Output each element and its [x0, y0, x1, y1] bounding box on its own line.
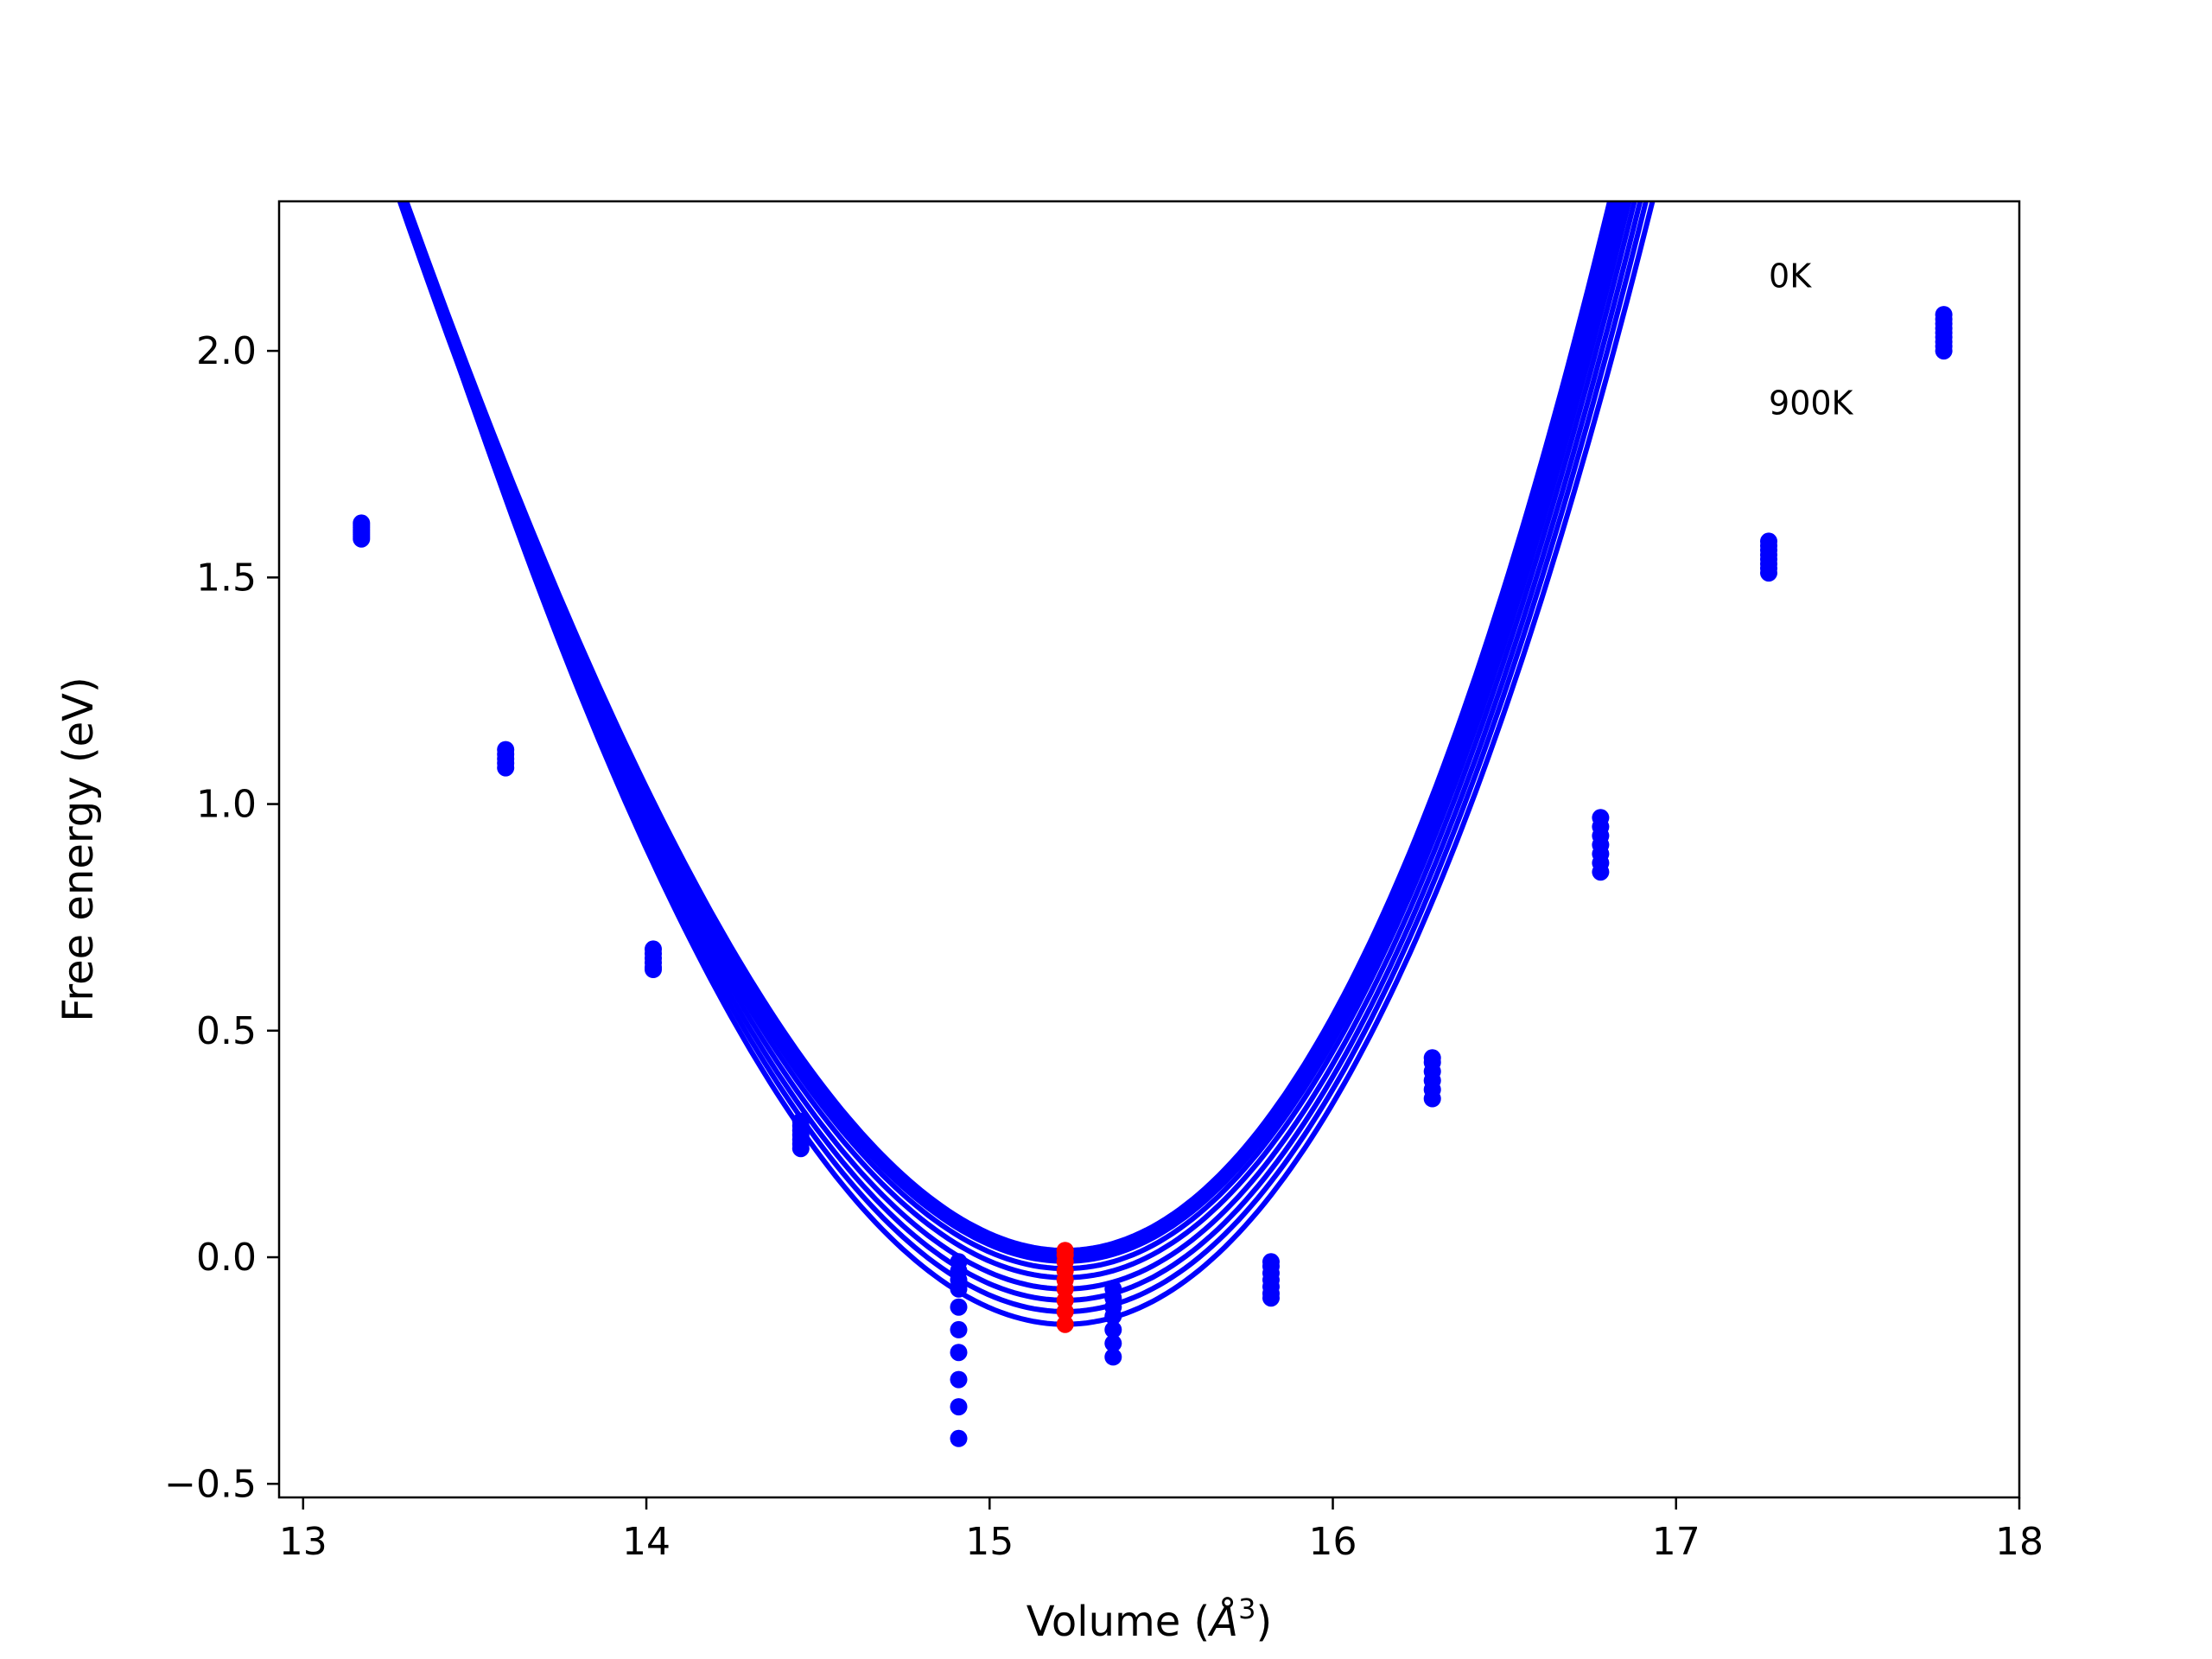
- x-tick-label-1: 14: [622, 1520, 671, 1564]
- axes-border: [277, 200, 2021, 1499]
- data-point-4-4: [950, 1298, 968, 1316]
- data-point-7-5: [1423, 1090, 1441, 1108]
- y-tick-label-3: 1.0: [196, 783, 257, 827]
- y-tick-label-0: −0.5: [164, 1462, 257, 1506]
- y-tick-label-2: 0.5: [196, 1009, 257, 1053]
- data-point-4-6: [950, 1344, 968, 1362]
- x-axis-label-superscript: 3: [1238, 1592, 1255, 1625]
- data-point-2-5: [645, 961, 662, 978]
- x-tick-label-3: 16: [1309, 1520, 1357, 1564]
- data-point-4-3: [950, 1280, 968, 1298]
- minimum-point-8: [1056, 1315, 1074, 1333]
- fit-curve-8: [397, 201, 1632, 1281]
- fit-curve-10: [399, 201, 1643, 1303]
- minimum-point-7: [1056, 1303, 1074, 1320]
- axes-frame: [277, 200, 2021, 1499]
- data-point-9-7: [1760, 564, 1777, 582]
- data-point-4-5: [950, 1320, 968, 1338]
- data-point-6-6: [1262, 1289, 1280, 1307]
- x-axis-label-symbol: Å: [1207, 1597, 1238, 1646]
- plot-clip-group: [353, 201, 1953, 1447]
- x-tick-label-2: 15: [965, 1520, 1014, 1564]
- x-tick-label-5: 18: [1995, 1520, 2044, 1564]
- data-point-1-4: [497, 759, 515, 777]
- y-tick-label-1: 0.0: [196, 1236, 257, 1280]
- ticks: 13 14 15 16 17 18 −0.5 0.0 0.5 1.0 1.5 2.0: [164, 329, 2044, 1564]
- data-point-4-9: [950, 1429, 968, 1447]
- x-tick-label-0: 13: [279, 1520, 327, 1564]
- data-point-0-7: [353, 530, 371, 548]
- data-point-10-8: [1935, 342, 1953, 360]
- y-axis-label: Free energy (eV): [54, 677, 103, 1021]
- data-point-4-8: [950, 1398, 968, 1416]
- plot-area: [353, 201, 1953, 1447]
- fit-curve-9: [398, 201, 1637, 1292]
- y-tick-label-5: 2.0: [196, 329, 257, 373]
- annotations: 0K 900K: [1769, 257, 1854, 423]
- annotation-900k: 900K: [1769, 385, 1854, 423]
- data-point-5-4: [1104, 1320, 1122, 1338]
- y-tick-label-4: 1.5: [196, 556, 257, 600]
- fit-curve-11: [401, 201, 1649, 1315]
- annotation-0k: 0K: [1769, 257, 1812, 296]
- x-axis-label-close: ): [1255, 1598, 1272, 1646]
- fit-curve-7: [397, 201, 1628, 1272]
- x-tick-label-4: 17: [1652, 1520, 1700, 1564]
- data-point-5-3: [1104, 1307, 1122, 1325]
- data-point-3-6: [791, 1140, 810, 1158]
- data-point-4-7: [950, 1370, 968, 1389]
- x-axis-label: Volume (Å3): [1027, 1592, 1272, 1646]
- x-axis-label-text: Volume (: [1027, 1598, 1211, 1646]
- data-point-8-6: [1592, 863, 1610, 881]
- fit-curve-12: [403, 201, 1656, 1327]
- data-point-5-6: [1104, 1348, 1122, 1366]
- data-point-5-5: [1104, 1334, 1122, 1352]
